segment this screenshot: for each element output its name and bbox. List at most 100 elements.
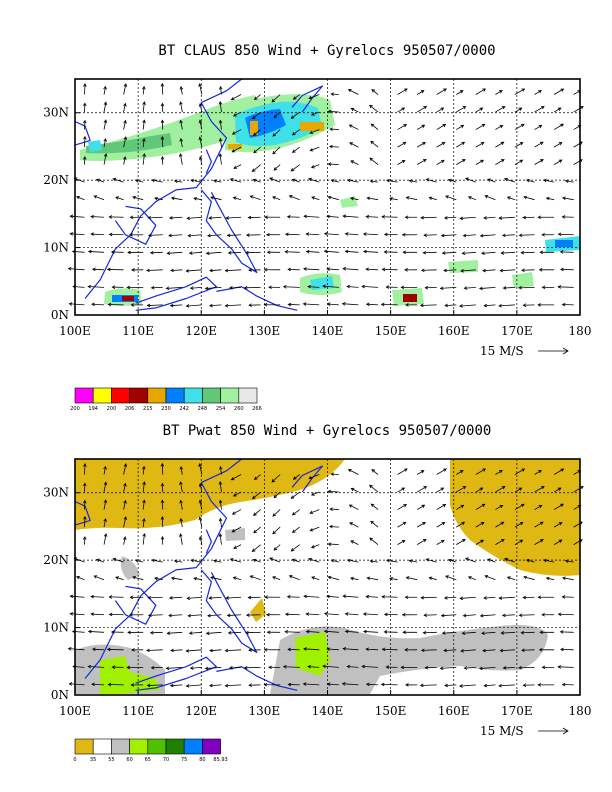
wind-vector: [534, 141, 544, 148]
wind-vector-head: [213, 559, 217, 563]
wind-vector-head: [408, 179, 413, 183]
wind-vector: [456, 159, 466, 165]
wind-vector-head: [423, 486, 428, 490]
wind-vector-head: [186, 596, 191, 600]
wind-vector: [514, 159, 523, 165]
y-tick-label: 10N: [43, 621, 69, 635]
wind-vector: [271, 474, 281, 483]
wind-vector: [330, 128, 339, 130]
wind-vector: [416, 159, 427, 165]
wind-vector-head: [263, 683, 268, 687]
wind-vector-head: [305, 629, 310, 634]
wind-vector-head: [147, 613, 152, 618]
wind-vector-head: [205, 631, 210, 636]
wind-vector-head: [198, 536, 203, 540]
wind-vector-head: [404, 268, 408, 272]
wind-vector-head: [420, 268, 425, 273]
wind-vector-head: [225, 596, 230, 600]
wind-vector: [291, 544, 300, 552]
wind-vector-head: [326, 302, 331, 306]
wind-vector: [479, 666, 496, 669]
wind-vector-head: [329, 524, 333, 529]
wind-vector: [123, 103, 126, 113]
colorbar-label: 254: [216, 406, 226, 412]
wind-vector-head: [401, 233, 406, 237]
wind-vector-head: [326, 267, 330, 271]
wind-vector-head: [290, 168, 295, 172]
wind-vector-head: [146, 303, 151, 308]
wind-vector: [306, 613, 320, 616]
wind-vector: [115, 576, 124, 581]
wind-vector: [465, 557, 476, 563]
colorbar-swatch: [183, 738, 203, 755]
wind-vector: [68, 268, 85, 271]
wind-vector: [416, 106, 427, 113]
wind-vector: [366, 268, 379, 271]
wind-vector-head: [562, 576, 566, 581]
wind-vector-head: [445, 195, 449, 199]
wind-vector: [343, 268, 359, 271]
wind-vector-head: [189, 666, 194, 670]
wind-vector: [310, 146, 320, 152]
wind-vector: [363, 613, 379, 616]
wind-vector: [271, 94, 281, 103]
wind-vector-head: [521, 648, 525, 652]
wind-vector-head: [168, 216, 173, 220]
wind-vector-head: [479, 487, 484, 491]
wind-vector: [448, 179, 457, 183]
wind-vector: [209, 596, 222, 599]
wind-vector: [231, 94, 242, 101]
wind-vector-head: [350, 196, 354, 201]
colorbar-label: 194: [88, 406, 98, 412]
coastline: [291, 465, 323, 493]
wind-vector: [252, 164, 261, 172]
wind-vector: [329, 526, 339, 528]
wind-vector: [227, 234, 242, 236]
wind-vector-head: [231, 131, 236, 135]
coastline: [135, 656, 217, 691]
wind-vector: [147, 304, 163, 306]
wind-vector: [142, 153, 145, 165]
wind-vector: [347, 666, 359, 668]
wind-vector: [328, 576, 339, 581]
wind-vector-head: [483, 216, 487, 220]
wind-vector: [308, 666, 320, 668]
wind-vector-head: [538, 90, 542, 94]
wind-vector-head: [130, 683, 135, 687]
wind-vector-head: [459, 216, 464, 221]
reference-vector: 15 M/S: [480, 344, 569, 358]
wind-vector: [209, 269, 222, 272]
wind-vector: [174, 560, 183, 563]
wind-vector: [420, 304, 437, 306]
wind-vector-head: [233, 165, 238, 169]
wind-vector: [229, 666, 242, 669]
wind-vector-head: [498, 216, 503, 220]
wind-vector-head: [272, 196, 276, 200]
wind-vector: [397, 540, 406, 545]
wind-vector-head: [150, 285, 155, 290]
wind-vector-head: [291, 149, 296, 153]
wind-vector-head: [132, 575, 136, 580]
wind-vector-head: [271, 98, 276, 103]
wind-vector: [232, 509, 242, 515]
wind-vector-head: [193, 197, 198, 201]
wind-vector-head: [441, 521, 446, 526]
wind-vector: [254, 94, 261, 100]
wind-vector: [272, 576, 281, 581]
wind-vector-head: [480, 539, 485, 544]
wind-vector-head: [76, 195, 80, 200]
wind-vector-head: [401, 107, 406, 111]
wind-vector: [456, 486, 466, 493]
wind-vector-head: [248, 683, 252, 687]
wind-vector: [444, 216, 457, 219]
wind-vector-head: [499, 268, 504, 273]
wind-vector: [187, 596, 202, 599]
wind-vector: [495, 106, 506, 113]
wind-vector-head: [303, 267, 307, 271]
wind-vector-head: [83, 119, 87, 124]
wind-vector-head: [441, 631, 446, 635]
wind-vector-head: [210, 196, 214, 200]
wind-vector-head: [160, 155, 165, 160]
wind-vector-head: [460, 268, 464, 273]
wind-vector: [285, 613, 300, 616]
